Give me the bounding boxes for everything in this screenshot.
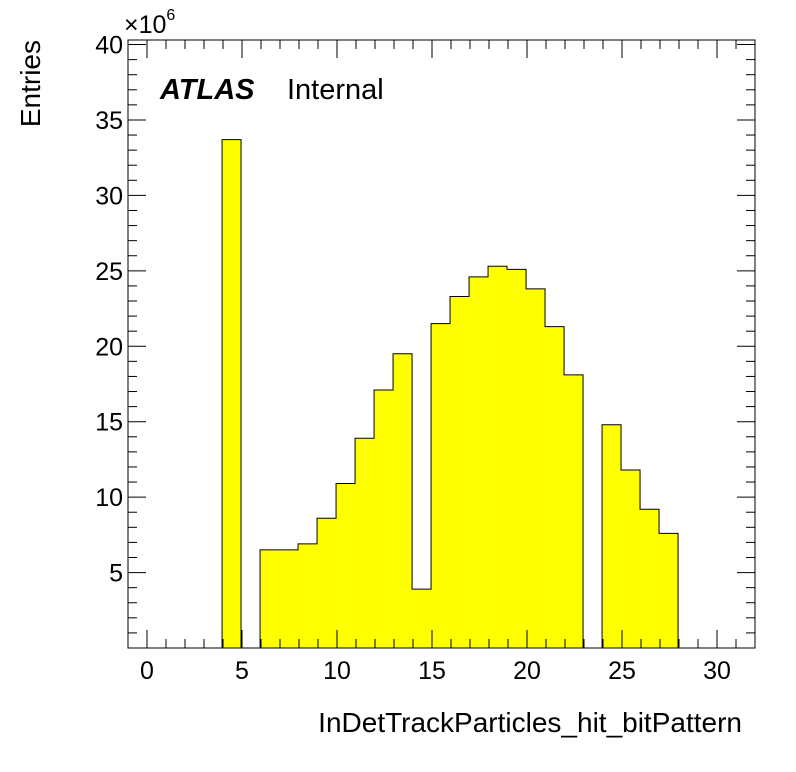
- y-axis-title: Entries: [15, 40, 46, 127]
- histogram-bar: [222, 139, 242, 649]
- atlas-status-label: Internal: [287, 74, 384, 106]
- y-tick-label: 35: [95, 107, 123, 135]
- x-tick-label: 20: [513, 657, 541, 685]
- plot-frame: [127, 39, 756, 649]
- histogram-bar: [393, 353, 413, 648]
- histogram-bars: [128, 139, 755, 649]
- x-tick-label: 0: [140, 657, 154, 685]
- y-tick-label: 5: [109, 560, 123, 588]
- y-tick-label: 25: [95, 258, 123, 286]
- histogram-bar: [526, 288, 546, 648]
- histogram-bar: [412, 589, 432, 648]
- y-exponent-label: ×106: [124, 7, 175, 39]
- histogram-bar: [374, 390, 394, 648]
- histogram-bar: [279, 549, 299, 648]
- histogram-bar: [450, 296, 470, 648]
- axis-ticks: [128, 40, 755, 648]
- histogram-bar: [298, 543, 318, 648]
- y-tick-label: 20: [95, 333, 123, 361]
- y-tick-label: 30: [95, 182, 123, 210]
- histogram-bar: [488, 266, 508, 648]
- histogram-bar: [431, 323, 451, 648]
- x-tick-label: 30: [703, 657, 731, 685]
- y-tick-label: 15: [95, 409, 123, 437]
- histogram-bar: [355, 438, 375, 648]
- histogram-bar: [336, 483, 356, 648]
- histogram-bar: [317, 518, 337, 648]
- y-tick-label: 10: [95, 484, 123, 512]
- histogram-bar: [659, 533, 679, 648]
- x-tick-label: 10: [323, 657, 351, 685]
- histogram-bar: [564, 374, 584, 648]
- histogram-bar: [621, 469, 641, 648]
- histogram-outline: [221, 139, 679, 648]
- y-tick-label: 40: [95, 32, 123, 60]
- atlas-label: ATLAS: [159, 74, 255, 106]
- histogram-bar: [602, 424, 622, 648]
- histogram-bar: [507, 269, 527, 648]
- x-tick-label: 15: [418, 657, 446, 685]
- axis-tick-labels: 0 5 10 15 20 25 30 5 10 15 20 25 30 35 40: [95, 32, 731, 685]
- histogram-bar: [260, 549, 280, 648]
- x-tick-label: 5: [235, 657, 249, 685]
- histogram-bar: [469, 276, 489, 648]
- x-tick-label: 25: [608, 657, 636, 685]
- x-axis-title: InDetTrackParticles_hit_bitPattern: [318, 707, 742, 738]
- histogram-bar: [545, 326, 565, 648]
- histogram-bar: [640, 509, 660, 648]
